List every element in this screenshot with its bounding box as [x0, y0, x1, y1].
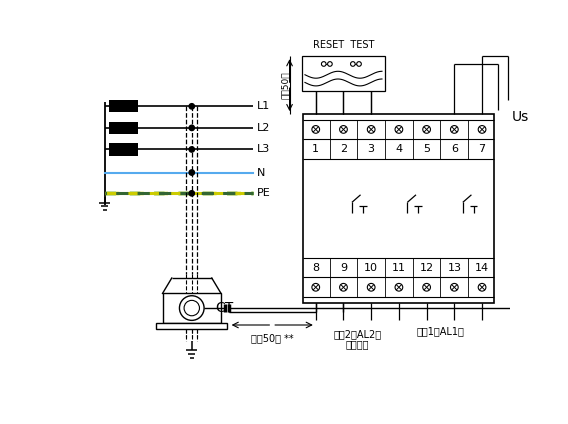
Bar	[303, 114, 494, 303]
Circle shape	[478, 126, 486, 133]
Text: L2: L2	[257, 123, 270, 133]
Circle shape	[423, 126, 431, 133]
Bar	[162, 293, 221, 323]
Circle shape	[189, 170, 194, 175]
Text: 10: 10	[364, 263, 378, 273]
Circle shape	[340, 283, 347, 291]
Text: CT: CT	[215, 301, 233, 315]
Text: 或预报警: 或预报警	[345, 339, 369, 349]
Bar	[108, 100, 138, 112]
Text: 14: 14	[475, 263, 489, 273]
Text: 12: 12	[420, 263, 434, 273]
Circle shape	[395, 283, 403, 291]
Text: 4: 4	[395, 144, 403, 153]
Text: 最长50米: 最长50米	[281, 71, 290, 99]
Text: RESET  TEST: RESET TEST	[313, 40, 374, 50]
Text: 2: 2	[340, 144, 347, 153]
Text: 8: 8	[312, 263, 319, 273]
Circle shape	[478, 283, 486, 291]
Text: N: N	[257, 167, 266, 178]
Bar	[156, 323, 227, 329]
Text: Us: Us	[511, 110, 529, 124]
Circle shape	[367, 283, 375, 291]
Circle shape	[184, 300, 199, 316]
Circle shape	[367, 126, 375, 133]
Text: 11: 11	[392, 263, 406, 273]
Text: 报警1（AL1）: 报警1（AL1）	[416, 326, 465, 336]
Text: 1: 1	[312, 144, 319, 153]
Circle shape	[423, 283, 431, 291]
Bar	[108, 122, 138, 134]
Circle shape	[357, 61, 361, 66]
Circle shape	[350, 61, 355, 66]
Text: 3: 3	[367, 144, 375, 153]
Circle shape	[321, 61, 326, 66]
Text: L1: L1	[257, 101, 270, 112]
Circle shape	[340, 126, 347, 133]
Circle shape	[328, 61, 332, 66]
Text: 13: 13	[448, 263, 461, 273]
Circle shape	[312, 126, 320, 133]
Text: 报警2（AL2）: 报警2（AL2）	[333, 329, 381, 340]
Text: 5: 5	[423, 144, 430, 153]
Circle shape	[395, 126, 403, 133]
Circle shape	[450, 283, 458, 291]
Circle shape	[189, 103, 194, 109]
Circle shape	[312, 283, 320, 291]
Text: 最长50米 **: 最长50米 **	[251, 333, 294, 343]
Circle shape	[450, 126, 458, 133]
Text: PE: PE	[257, 188, 271, 198]
Text: L3: L3	[257, 145, 270, 154]
Circle shape	[189, 191, 194, 196]
Text: 9: 9	[340, 263, 347, 273]
Text: 6: 6	[451, 144, 458, 153]
Bar	[108, 143, 138, 156]
Circle shape	[189, 125, 194, 131]
Circle shape	[179, 296, 204, 321]
Text: 7: 7	[478, 144, 486, 153]
Circle shape	[189, 147, 194, 152]
Bar	[302, 56, 385, 91]
